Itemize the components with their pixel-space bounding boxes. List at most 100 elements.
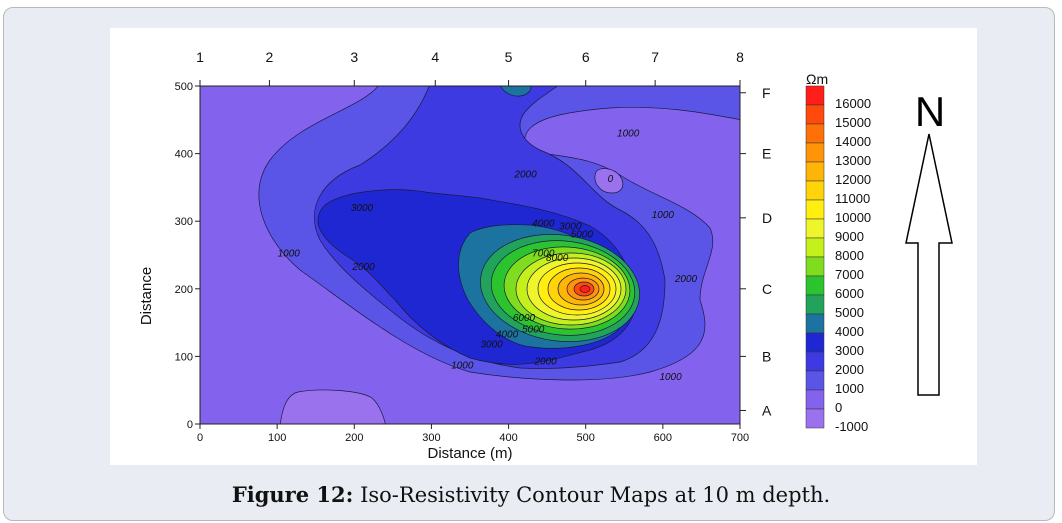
- top-station-label: 7: [651, 49, 659, 65]
- colorbar-label: 3000: [835, 343, 864, 358]
- contour-label: 1000: [652, 210, 675, 221]
- top-station-label: 5: [505, 49, 513, 65]
- colorbar-swatch: [805, 389, 825, 410]
- colorbar-label: 4000: [835, 324, 864, 339]
- right-axis: F E D C B A: [740, 85, 772, 418]
- right-profile-label: B: [762, 348, 771, 364]
- contour-label: 1000: [278, 248, 301, 259]
- colorbar-label: 16000: [835, 96, 871, 111]
- right-profile-label: E: [762, 146, 771, 162]
- colorbar-label: 5000: [835, 305, 864, 320]
- y-axis-label: Distance: [138, 267, 155, 325]
- contour-label: 5000: [522, 325, 545, 336]
- north-arrow: N: [905, 88, 953, 396]
- colorbar-swatch: [805, 275, 825, 296]
- contour-low-zone-south: [279, 389, 386, 424]
- contour-label: 2000: [533, 357, 557, 368]
- colorbar-label: -1000: [835, 419, 868, 434]
- right-profile-label: C: [762, 281, 772, 297]
- contour-label: 4000: [496, 329, 519, 340]
- top-station-label: 1: [196, 49, 204, 65]
- top-station-label: 4: [431, 49, 439, 65]
- y-tick-label: 100: [175, 351, 193, 363]
- top-station-label: 2: [266, 49, 274, 65]
- colorbar-label: 6000: [835, 286, 864, 301]
- colorbar-swatch: [805, 370, 825, 391]
- colorbar-swatch: [805, 104, 825, 125]
- colorbar-label: 14000: [835, 134, 871, 149]
- colorbar-label: 0: [835, 400, 842, 415]
- contour-label: 1000: [617, 129, 640, 140]
- y-tick-label: 200: [175, 284, 193, 296]
- x-tick-label: 500: [577, 432, 595, 444]
- colorbar: 1600015000140001300012000110001000090008…: [805, 85, 871, 434]
- right-profile-label: F: [762, 85, 771, 101]
- contour-label: 3000: [559, 221, 582, 232]
- colorbar-label: 15000: [835, 115, 871, 130]
- contour-band-16000: [579, 285, 591, 293]
- top-station-label: 3: [350, 49, 358, 65]
- colorbar-swatch: [805, 256, 825, 277]
- right-profile-label: D: [762, 210, 772, 226]
- colorbar-swatch: [805, 85, 825, 106]
- colorbar-swatch: [805, 218, 825, 239]
- y-axis: 0 100 200 300 400 500: [175, 81, 200, 431]
- colorbar-label: 1000: [835, 381, 864, 396]
- colorbar-swatch: [805, 313, 825, 334]
- contour-high-zone-north: [500, 86, 532, 97]
- contour-label: 1000: [451, 361, 474, 372]
- y-tick-label: 500: [175, 81, 193, 93]
- colorbar-label: 10000: [835, 210, 871, 225]
- contour-field: [200, 86, 740, 424]
- contour-label: 2000: [513, 169, 537, 180]
- x-axis-label: Distance (m): [427, 445, 512, 462]
- contour-label: 8000: [546, 253, 569, 264]
- top-station-label: 6: [582, 49, 590, 65]
- x-tick-label: 0: [197, 432, 203, 444]
- colorbar-label: 13000: [835, 153, 871, 168]
- top-axis: 1 2 3 4 5 6 7 8: [196, 49, 744, 86]
- colorbar-label: 9000: [835, 229, 864, 244]
- contour-low-zone-northeast: [594, 168, 624, 194]
- figure-caption: Figure 12: Iso-Resistivity Contour Maps …: [0, 482, 1062, 507]
- contour-label: 2000: [351, 262, 375, 273]
- colorbar-unit: Ωm: [806, 71, 828, 87]
- north-arrow-icon: [905, 133, 953, 396]
- colorbar-swatch: [805, 408, 825, 429]
- top-station-label: 8: [736, 49, 744, 65]
- x-tick-label: 100: [268, 432, 286, 444]
- colorbar-swatch: [805, 294, 825, 315]
- colorbar-swatch: [805, 332, 825, 353]
- plot-border: [199, 85, 741, 425]
- caption-label: Figure 12:: [231, 482, 354, 507]
- right-profile-label: A: [762, 402, 772, 418]
- colorbar-label: 12000: [835, 172, 871, 187]
- contour-label: 6000: [513, 313, 536, 324]
- x-tick-label: 300: [422, 432, 440, 444]
- colorbar-swatch: [805, 237, 825, 258]
- x-tick-label: 400: [499, 432, 517, 444]
- colorbar-label: 7000: [835, 267, 864, 282]
- contour-label: 3000: [480, 340, 503, 351]
- x-tick-label: 200: [345, 432, 363, 444]
- y-tick-label: 400: [175, 149, 193, 161]
- x-axis: 0 100 200 300 400 500 600 700: [197, 424, 749, 444]
- colorbar-swatch: [805, 161, 825, 182]
- colorbar-swatch: [805, 142, 825, 163]
- contour-label: 4000: [532, 219, 555, 230]
- north-label: N: [915, 88, 945, 135]
- colorbar-label: 11000: [835, 191, 870, 206]
- colorbar-swatch: [805, 123, 825, 144]
- colorbar-label: 8000: [835, 248, 864, 263]
- contour-label: 0: [608, 174, 614, 185]
- colorbar-swatch: [805, 351, 825, 372]
- y-tick-label: 0: [187, 419, 193, 431]
- colorbar-label: 2000: [835, 362, 864, 377]
- contour-label: 2000: [674, 274, 698, 285]
- caption-text: Iso-Resistivity Contour Maps at 10 m dep…: [360, 483, 831, 507]
- contour-label: 1000: [659, 372, 682, 383]
- y-tick-label: 300: [175, 216, 193, 228]
- contour-label: 3000: [351, 203, 374, 214]
